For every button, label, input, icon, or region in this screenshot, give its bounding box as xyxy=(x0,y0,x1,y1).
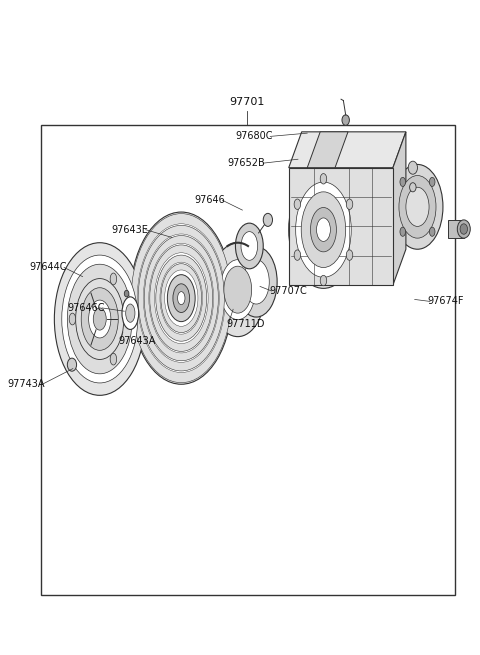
Ellipse shape xyxy=(67,264,132,374)
Ellipse shape xyxy=(155,253,208,343)
Ellipse shape xyxy=(236,247,277,317)
Ellipse shape xyxy=(173,284,190,312)
Ellipse shape xyxy=(168,274,195,322)
Ellipse shape xyxy=(110,353,117,365)
Text: 97646C: 97646C xyxy=(67,303,104,313)
Ellipse shape xyxy=(178,291,185,305)
Ellipse shape xyxy=(144,234,219,362)
Ellipse shape xyxy=(288,171,358,288)
Ellipse shape xyxy=(241,232,258,260)
Ellipse shape xyxy=(69,313,76,325)
Ellipse shape xyxy=(296,182,351,277)
Ellipse shape xyxy=(430,178,435,187)
Text: 97652B: 97652B xyxy=(228,158,265,168)
Polygon shape xyxy=(288,132,406,168)
Ellipse shape xyxy=(130,212,232,384)
Ellipse shape xyxy=(144,236,218,361)
Ellipse shape xyxy=(67,358,77,371)
Text: 97646: 97646 xyxy=(194,195,225,205)
Ellipse shape xyxy=(409,183,416,192)
Ellipse shape xyxy=(430,227,435,236)
Ellipse shape xyxy=(126,304,135,322)
Ellipse shape xyxy=(406,187,429,227)
Ellipse shape xyxy=(400,178,406,187)
Ellipse shape xyxy=(124,290,129,297)
Text: 97707C: 97707C xyxy=(269,286,307,296)
Ellipse shape xyxy=(220,259,255,320)
Text: 97674F: 97674F xyxy=(428,297,464,307)
Ellipse shape xyxy=(62,255,138,383)
Ellipse shape xyxy=(76,278,124,360)
Ellipse shape xyxy=(149,244,214,353)
Ellipse shape xyxy=(400,227,406,236)
Ellipse shape xyxy=(224,266,252,313)
Ellipse shape xyxy=(89,300,111,338)
Ellipse shape xyxy=(54,243,145,396)
Ellipse shape xyxy=(165,270,198,326)
Polygon shape xyxy=(307,132,348,168)
Ellipse shape xyxy=(320,174,327,184)
Polygon shape xyxy=(447,220,464,238)
Ellipse shape xyxy=(294,199,300,210)
Text: 97711D: 97711D xyxy=(226,318,264,329)
Text: 97701: 97701 xyxy=(229,98,264,107)
Ellipse shape xyxy=(150,245,213,351)
Ellipse shape xyxy=(457,220,470,238)
Ellipse shape xyxy=(210,243,265,337)
Ellipse shape xyxy=(342,115,349,125)
Ellipse shape xyxy=(243,259,269,304)
Ellipse shape xyxy=(320,275,327,286)
Ellipse shape xyxy=(392,164,443,250)
Text: 97643A: 97643A xyxy=(118,335,156,346)
Ellipse shape xyxy=(346,199,353,210)
Ellipse shape xyxy=(316,218,330,242)
Ellipse shape xyxy=(236,223,263,269)
Text: 97644C: 97644C xyxy=(29,263,66,272)
Text: 97643E: 97643E xyxy=(111,225,148,234)
Ellipse shape xyxy=(399,176,436,238)
Polygon shape xyxy=(393,132,406,285)
Ellipse shape xyxy=(161,264,202,333)
Ellipse shape xyxy=(93,308,106,330)
Bar xyxy=(41,125,456,595)
Ellipse shape xyxy=(301,192,346,267)
Ellipse shape xyxy=(137,224,225,373)
Ellipse shape xyxy=(263,214,273,227)
Text: 97743A: 97743A xyxy=(7,379,45,389)
Ellipse shape xyxy=(311,208,336,252)
Ellipse shape xyxy=(122,297,139,329)
Ellipse shape xyxy=(138,225,224,371)
Ellipse shape xyxy=(110,273,117,285)
Ellipse shape xyxy=(294,250,300,260)
Ellipse shape xyxy=(156,255,207,341)
Ellipse shape xyxy=(160,262,203,334)
Ellipse shape xyxy=(131,214,231,383)
Text: 97680C: 97680C xyxy=(235,132,273,141)
Ellipse shape xyxy=(346,250,353,260)
Polygon shape xyxy=(288,168,393,285)
Ellipse shape xyxy=(81,288,118,350)
Ellipse shape xyxy=(460,224,468,234)
Ellipse shape xyxy=(408,161,418,174)
